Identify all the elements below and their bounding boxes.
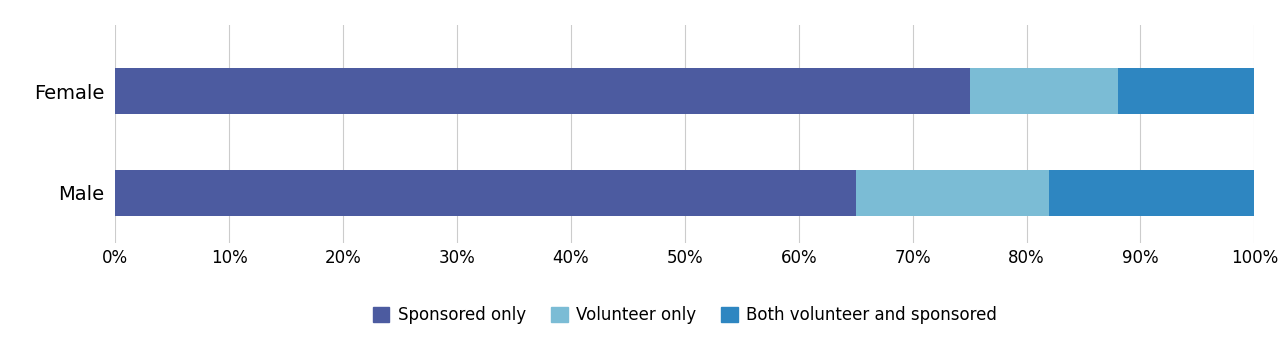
Bar [1050, 170, 1254, 216]
Legend: Sponsored only, Volunteer only, Both volunteer and sponsored: Sponsored only, Volunteer only, Both vol… [366, 300, 1004, 331]
Bar [115, 170, 856, 216]
Bar [1117, 68, 1254, 114]
Bar [115, 68, 970, 114]
Bar [970, 68, 1117, 114]
Bar [856, 170, 1050, 216]
